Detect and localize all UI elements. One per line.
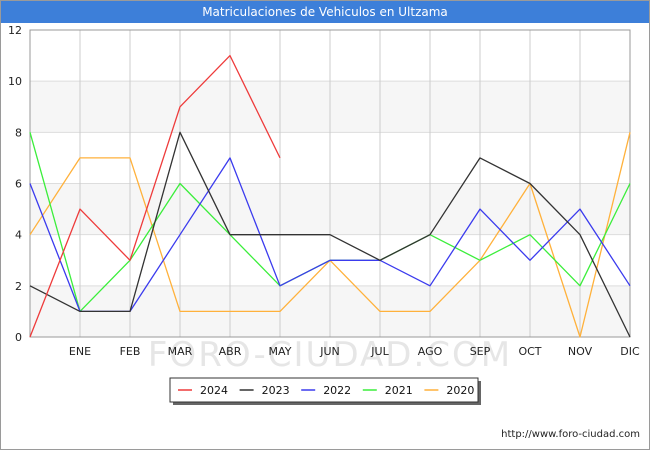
legend-label: 2022 (323, 384, 351, 397)
x-tick-label: JUL (370, 345, 389, 358)
watermark: FORO-CIUDAD.COM (148, 335, 512, 375)
y-tick-labels: 0 2 4 6 8 10 12 (8, 24, 22, 344)
legend-label: 2021 (385, 384, 413, 397)
source-credit: http://www.foro-ciudad.com (501, 429, 640, 440)
x-tick-labels: ENE FEB MAR ABR MAY JUN JUL AGO SEP OCT NOV DIC (69, 345, 640, 358)
x-tick-label: SEP (470, 345, 491, 358)
legend-label: 2023 (262, 384, 290, 397)
y-tick-label: 10 (8, 75, 22, 88)
legend-label: 2020 (446, 384, 474, 397)
x-tick-label: ENE (69, 345, 91, 358)
x-tick-label: MAY (269, 345, 292, 358)
x-tick-label: DIC (620, 345, 640, 358)
series-line-2023 (29, 131, 631, 338)
series-lines (29, 54, 631, 338)
x-tick-label: AGO (418, 345, 443, 358)
x-tick-label: OCT (518, 345, 541, 358)
x-tick-label: ABR (219, 345, 242, 358)
x-tick-label: JUN (319, 345, 340, 358)
chart-title: Matriculaciones de Vehiculos en Ultzama (1, 1, 649, 23)
series-line-2024 (29, 54, 281, 338)
x-tick-label: MAR (168, 345, 193, 358)
x-tick-label: FEB (120, 345, 141, 358)
y-tick-label: 6 (15, 178, 22, 191)
legend-label: 2024 (200, 384, 228, 397)
y-tick-label: 12 (8, 24, 22, 37)
x-tick-label: NOV (568, 345, 593, 358)
y-tick-label: 4 (15, 229, 22, 242)
legend: 2024 2023 2022 2021 2020 (169, 377, 481, 405)
y-tick-label: 8 (15, 126, 22, 139)
y-tick-label: 0 (15, 331, 22, 344)
y-tick-label: 2 (15, 280, 22, 293)
